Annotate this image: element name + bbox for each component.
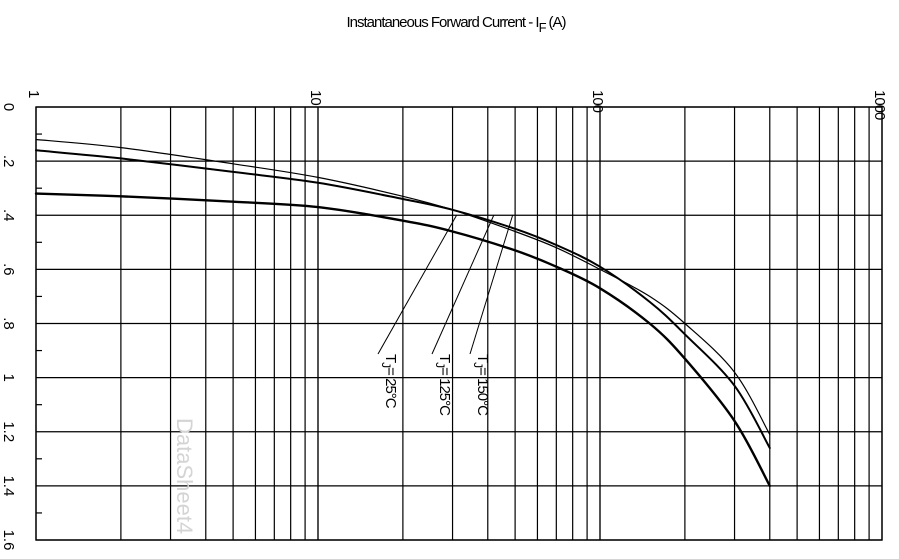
y-tick-label: .6	[0, 263, 17, 276]
series-label: TJ= 125°C	[433, 354, 453, 416]
series-label-suffix: = 125°C	[436, 367, 453, 416]
x-tick-label: 100	[589, 90, 606, 113]
series-line	[35, 149, 771, 449]
chart-title-unit: (A)	[549, 14, 567, 31]
chart-title-subscript: F	[539, 20, 547, 35]
series-curves	[34, 138, 771, 488]
label-leader-line	[377, 215, 457, 355]
label-leader-line	[431, 215, 495, 355]
series-label: TJ= 25°C	[379, 354, 399, 409]
chart-title-text: Instantaneous Forward Current - I	[346, 14, 538, 31]
chart-title: Instantaneous Forward Current - IF (A)	[346, 14, 566, 35]
series-label-prefix: T	[382, 354, 399, 363]
series-line	[35, 138, 771, 436]
series-label-sub: J	[433, 362, 447, 368]
x-tick-labels: 1 10 100 1000	[25, 90, 888, 120]
grid	[35, 106, 883, 541]
y-tick-label: 1.6	[0, 530, 17, 551]
series-label-sub: J	[379, 362, 393, 368]
x-tick-label: 10	[307, 90, 324, 105]
series-label-sub: J	[471, 362, 485, 368]
y-tick-label: .8	[0, 317, 17, 330]
y-tick-label: 1.4	[0, 475, 17, 496]
series-label-suffix: = 150°C	[474, 367, 491, 416]
watermark: DataSheet4	[172, 418, 197, 534]
y-tick-label: .4	[0, 209, 17, 222]
label-leader-line	[469, 215, 514, 355]
minor-ticks	[36, 133, 42, 514]
series-label-prefix: T	[474, 354, 491, 363]
x-tick-label: 1000	[871, 90, 888, 120]
series-line	[34, 192, 771, 488]
y-tick-label: 1	[0, 373, 17, 381]
y-tick-labels: 0 .2 .4 .6 .8 1 1.2 1.4 1.6	[0, 103, 17, 551]
series-label: TJ= 150°C	[471, 354, 491, 416]
series-label-suffix: = 25°C	[382, 367, 399, 409]
y-tick-label: .2	[0, 155, 17, 168]
series-labels: TJ= 25°CTJ= 125°CTJ= 150°C	[377, 215, 514, 416]
y-tick-label: 1.2	[0, 421, 17, 442]
series-label-prefix: T	[436, 354, 453, 363]
x-tick-label: 1	[25, 90, 42, 98]
y-tick-label: 0	[0, 103, 17, 111]
